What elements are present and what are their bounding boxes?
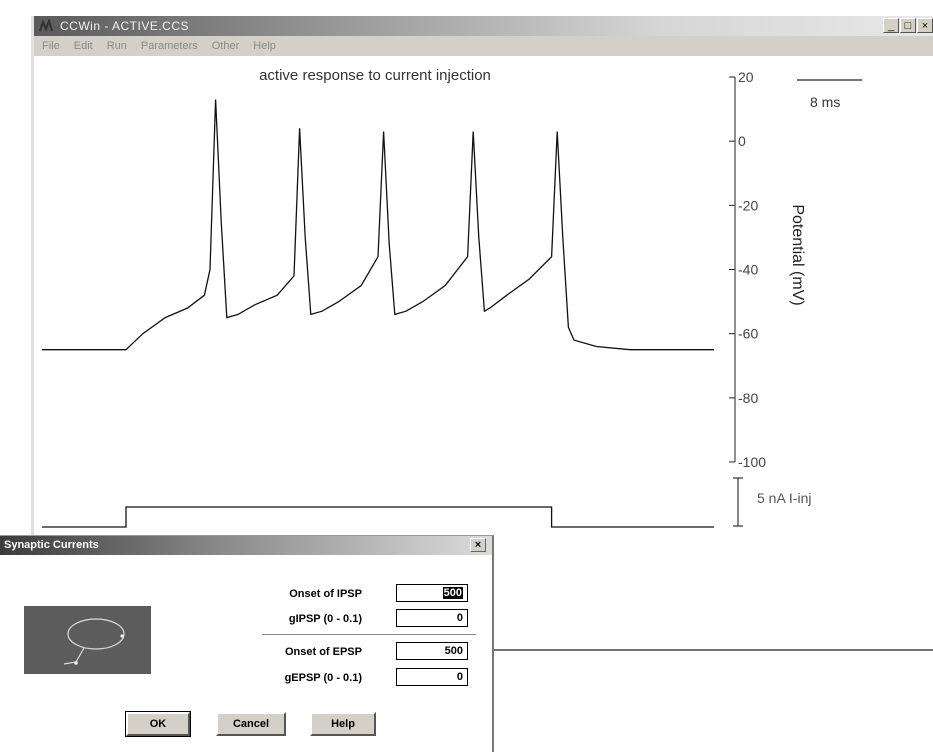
plot-title: active response to current injection bbox=[259, 67, 491, 84]
dialog-close-button[interactable]: × bbox=[470, 538, 486, 552]
current-injection-trace bbox=[42, 506, 714, 528]
time-scale-label: 8 ms bbox=[810, 94, 840, 110]
y-axis-ticks: 20 0 -20 -40 -60 -80 -100 bbox=[729, 69, 766, 470]
gipsp-input[interactable]: 0 bbox=[396, 609, 468, 627]
y-tick-label: 0 bbox=[738, 133, 746, 149]
synaptic-currents-dialog: Synaptic Currents × Onset of IPSP 500 gI… bbox=[0, 535, 494, 752]
menu-help[interactable]: Help bbox=[253, 40, 276, 52]
neuron-diagram-image bbox=[24, 606, 151, 674]
gipsp-label: gIPSP (0 - 0.1) bbox=[288, 613, 362, 625]
minimize-button[interactable]: _ bbox=[883, 18, 899, 33]
menu-file[interactable]: File bbox=[42, 40, 60, 52]
dialog-title: Synaptic Currents bbox=[4, 539, 99, 551]
onset-ipsp-input[interactable]: 500 bbox=[396, 584, 468, 602]
window-title: CCWin - ACTIVE.CCS bbox=[60, 19, 190, 33]
menu-run[interactable]: Run bbox=[106, 40, 127, 52]
cancel-button[interactable]: Cancel bbox=[216, 712, 286, 736]
y-tick-label: -100 bbox=[738, 454, 766, 470]
ok-button[interactable]: OK bbox=[125, 711, 191, 737]
y-tick-label: -60 bbox=[738, 326, 758, 342]
current-scale-label: 5 nA I-inj bbox=[757, 490, 811, 506]
menubar: File Edit Run Parameters Other Help bbox=[34, 36, 933, 56]
window-left-border bbox=[31, 16, 34, 752]
field-separator bbox=[262, 634, 476, 635]
y-axis-label: Potential (mV) bbox=[789, 204, 806, 305]
maximize-button[interactable]: □ bbox=[900, 18, 916, 33]
gepsp-label: gEPSP (0 - 0.1) bbox=[284, 672, 362, 684]
onset-epsp-input[interactable]: 500 bbox=[396, 642, 468, 660]
menu-edit[interactable]: Edit bbox=[73, 40, 93, 52]
window-titlebar[interactable]: CCWin - ACTIVE.CCS _ □ × bbox=[34, 16, 933, 36]
y-tick-label: -20 bbox=[738, 197, 758, 213]
app-icon bbox=[39, 19, 53, 32]
y-tick-label: -80 bbox=[738, 390, 758, 406]
onset-ipsp-label: Onset of IPSP bbox=[289, 588, 362, 600]
y-tick-label: -40 bbox=[738, 262, 758, 278]
y-tick-label: 20 bbox=[738, 69, 754, 85]
onset-epsp-label: Onset of EPSP bbox=[284, 646, 362, 658]
help-button[interactable]: Help bbox=[310, 712, 376, 736]
dialog-titlebar[interactable]: Synaptic Currents × bbox=[0, 536, 492, 555]
gepsp-input[interactable]: 0 bbox=[396, 668, 468, 686]
menu-other[interactable]: Other bbox=[211, 40, 240, 52]
menu-parameters[interactable]: Parameters bbox=[140, 40, 198, 52]
voltage-trace bbox=[42, 99, 714, 351]
